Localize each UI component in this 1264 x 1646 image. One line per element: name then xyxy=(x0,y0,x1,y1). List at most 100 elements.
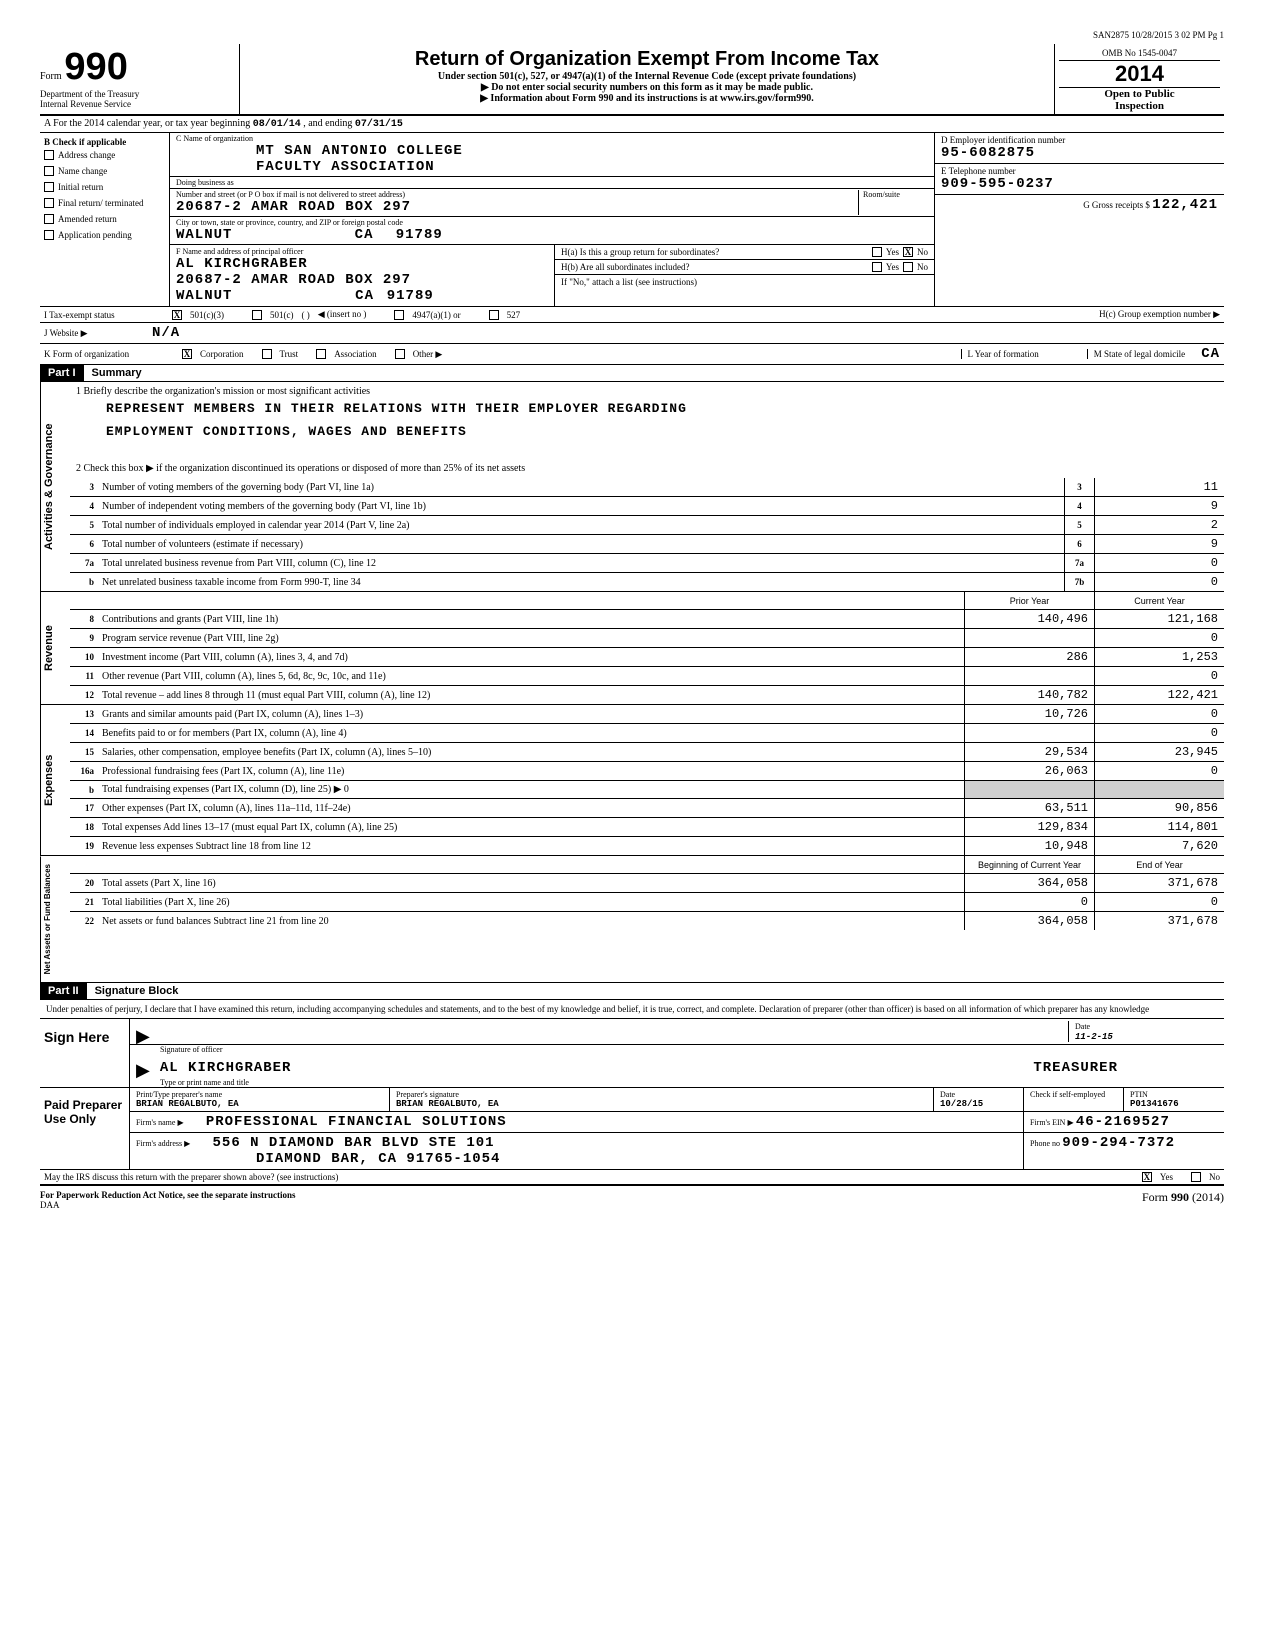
row-k: K Form of organization Corporation Trust… xyxy=(40,344,1224,365)
row-val: 11 xyxy=(1094,478,1224,496)
hb-yes: Yes xyxy=(886,262,899,272)
lbl-corp: Corporation xyxy=(200,349,244,359)
perjury-text: Under penalties of perjury, I declare th… xyxy=(40,1000,1224,1019)
hb-no: No xyxy=(917,262,928,272)
hb-label: H(b) Are all subordinates included? xyxy=(561,262,868,272)
chk-pending[interactable] xyxy=(44,230,54,240)
firm-name: PROFESSIONAL FINANCIAL SOLUTIONS xyxy=(206,1114,507,1130)
org-zip: 91789 xyxy=(396,227,443,243)
inspection: Inspection xyxy=(1059,100,1220,112)
omb-number: OMB No 1545-0047 xyxy=(1059,46,1220,61)
org-name1: MT SAN ANTONIO COLLEGE xyxy=(176,143,928,159)
chk-4947[interactable] xyxy=(394,310,404,320)
table-row: 7a Total unrelated business revenue from… xyxy=(70,554,1224,573)
prior-val xyxy=(964,781,1094,798)
row-num: 7a xyxy=(70,554,98,572)
row-num: 21 xyxy=(70,893,98,911)
part2-label: Part II xyxy=(40,983,87,999)
row-num: 6 xyxy=(70,535,98,553)
chk-hb-yes[interactable] xyxy=(872,262,882,272)
i-label: I Tax-exempt status xyxy=(44,310,164,320)
chk-assoc[interactable] xyxy=(316,349,326,359)
chk-corp[interactable] xyxy=(182,349,192,359)
part2-title: Signature Block xyxy=(87,985,179,997)
chk-initial[interactable] xyxy=(44,182,54,192)
open-public: Open to Public xyxy=(1059,88,1220,100)
chk-other[interactable] xyxy=(395,349,405,359)
table-row: 9 Program service revenue (Part VIII, li… xyxy=(70,629,1224,648)
prior-val: 26,063 xyxy=(964,762,1094,780)
row-desc: Investment income (Part VIII, column (A)… xyxy=(98,648,964,666)
signer-name: AL KIRCHGRABER xyxy=(160,1060,292,1076)
hdr-prior-year: Prior Year xyxy=(964,592,1094,609)
chk-ha-yes[interactable] xyxy=(872,247,882,257)
curr-val: 114,801 xyxy=(1094,818,1224,836)
chk-final[interactable] xyxy=(44,198,54,208)
table-row: 10 Investment income (Part VIII, column … xyxy=(70,648,1224,667)
ein: 95-6082875 xyxy=(941,145,1218,161)
type-label: Type or print name and title xyxy=(130,1078,1224,1087)
l-label: L Year of formation xyxy=(961,349,1079,359)
website: N/A xyxy=(152,325,180,341)
chk-ha-no[interactable] xyxy=(903,247,913,257)
lbl-final: Final return/ terminated xyxy=(58,198,143,208)
lbl-assoc: Association xyxy=(334,349,377,359)
row-val: 9 xyxy=(1094,497,1224,515)
row-desc: Total liabilities (Part X, line 26) xyxy=(98,893,964,911)
row-desc: Other expenses (Part IX, column (A), lin… xyxy=(98,799,964,817)
curr-val: 0 xyxy=(1094,667,1224,685)
f-label: F Name and address of principal officer xyxy=(176,247,548,256)
irs: Internal Revenue Service xyxy=(40,99,233,109)
chk-irs-no[interactable] xyxy=(1191,1172,1201,1182)
dept: Department of the Treasury xyxy=(40,89,233,99)
chk-hb-no[interactable] xyxy=(903,262,913,272)
chk-address[interactable] xyxy=(44,150,54,160)
row-desc: Net unrelated business taxable income fr… xyxy=(98,573,1064,591)
hdr-prep-name: Print/Type preparer's name xyxy=(136,1090,383,1099)
hdr-end-year: End of Year xyxy=(1094,856,1224,873)
curr-val: 0 xyxy=(1094,893,1224,911)
form-title: Return of Organization Exempt From Incom… xyxy=(250,48,1044,71)
hc-label: H(c) Group exemption number ▶ xyxy=(1099,309,1220,320)
row-num: b xyxy=(70,781,98,798)
expenses-section: Expenses 13 Grants and similar amounts p… xyxy=(40,705,1224,856)
officer-city: WALNUT xyxy=(176,288,232,304)
chk-501c3[interactable] xyxy=(172,310,182,320)
prior-val: 140,496 xyxy=(964,610,1094,628)
chk-irs-yes[interactable] xyxy=(1142,1172,1152,1182)
table-row: 17 Other expenses (Part IX, column (A), … xyxy=(70,799,1224,818)
row-val: 2 xyxy=(1094,516,1224,534)
row-desc: Total fundraising expenses (Part IX, col… xyxy=(98,781,964,798)
row-num: 18 xyxy=(70,818,98,836)
revenue-section: Revenue Prior Year Current Year 8 Contri… xyxy=(40,592,1224,705)
footer-right: Form 990 (2014) xyxy=(1142,1190,1224,1210)
table-row: 8 Contributions and grants (Part VIII, l… xyxy=(70,610,1224,629)
chk-501c[interactable] xyxy=(252,310,262,320)
subtitle-1: Under section 501(c), 527, or 4947(a)(1)… xyxy=(250,71,1044,82)
chk-trust[interactable] xyxy=(262,349,272,359)
form-label: Form xyxy=(40,71,62,82)
chk-527[interactable] xyxy=(489,310,499,320)
lbl-trust: Trust xyxy=(280,349,299,359)
prior-val xyxy=(964,667,1094,685)
row-box: 7b xyxy=(1064,573,1094,591)
hdr-prep-date: Date xyxy=(940,1090,1017,1099)
officer-zip: 91789 xyxy=(387,288,434,304)
chk-namechg[interactable] xyxy=(44,166,54,176)
curr-val: 121,168 xyxy=(1094,610,1224,628)
signer-title: TREASURER xyxy=(1033,1060,1118,1076)
curr-val: 0 xyxy=(1094,762,1224,780)
row-num: 8 xyxy=(70,610,98,628)
e-label: E Telephone number xyxy=(941,166,1218,176)
k-label: K Form of organization xyxy=(44,349,174,359)
form-number: 990 xyxy=(64,46,127,88)
row-desc: Total revenue – add lines 8 through 11 (… xyxy=(98,686,964,704)
lbl-other: Other ▶ xyxy=(413,349,443,360)
table-row: 4 Number of independent voting members o… xyxy=(70,497,1224,516)
may-irs-text: May the IRS discuss this return with the… xyxy=(44,1172,1134,1182)
chk-amended[interactable] xyxy=(44,214,54,224)
ptin: P01341676 xyxy=(1130,1099,1218,1109)
table-row: 18 Total expenses Add lines 13–17 (must … xyxy=(70,818,1224,837)
row-num: 9 xyxy=(70,629,98,647)
org-name2: FACULTY ASSOCIATION xyxy=(176,159,928,175)
